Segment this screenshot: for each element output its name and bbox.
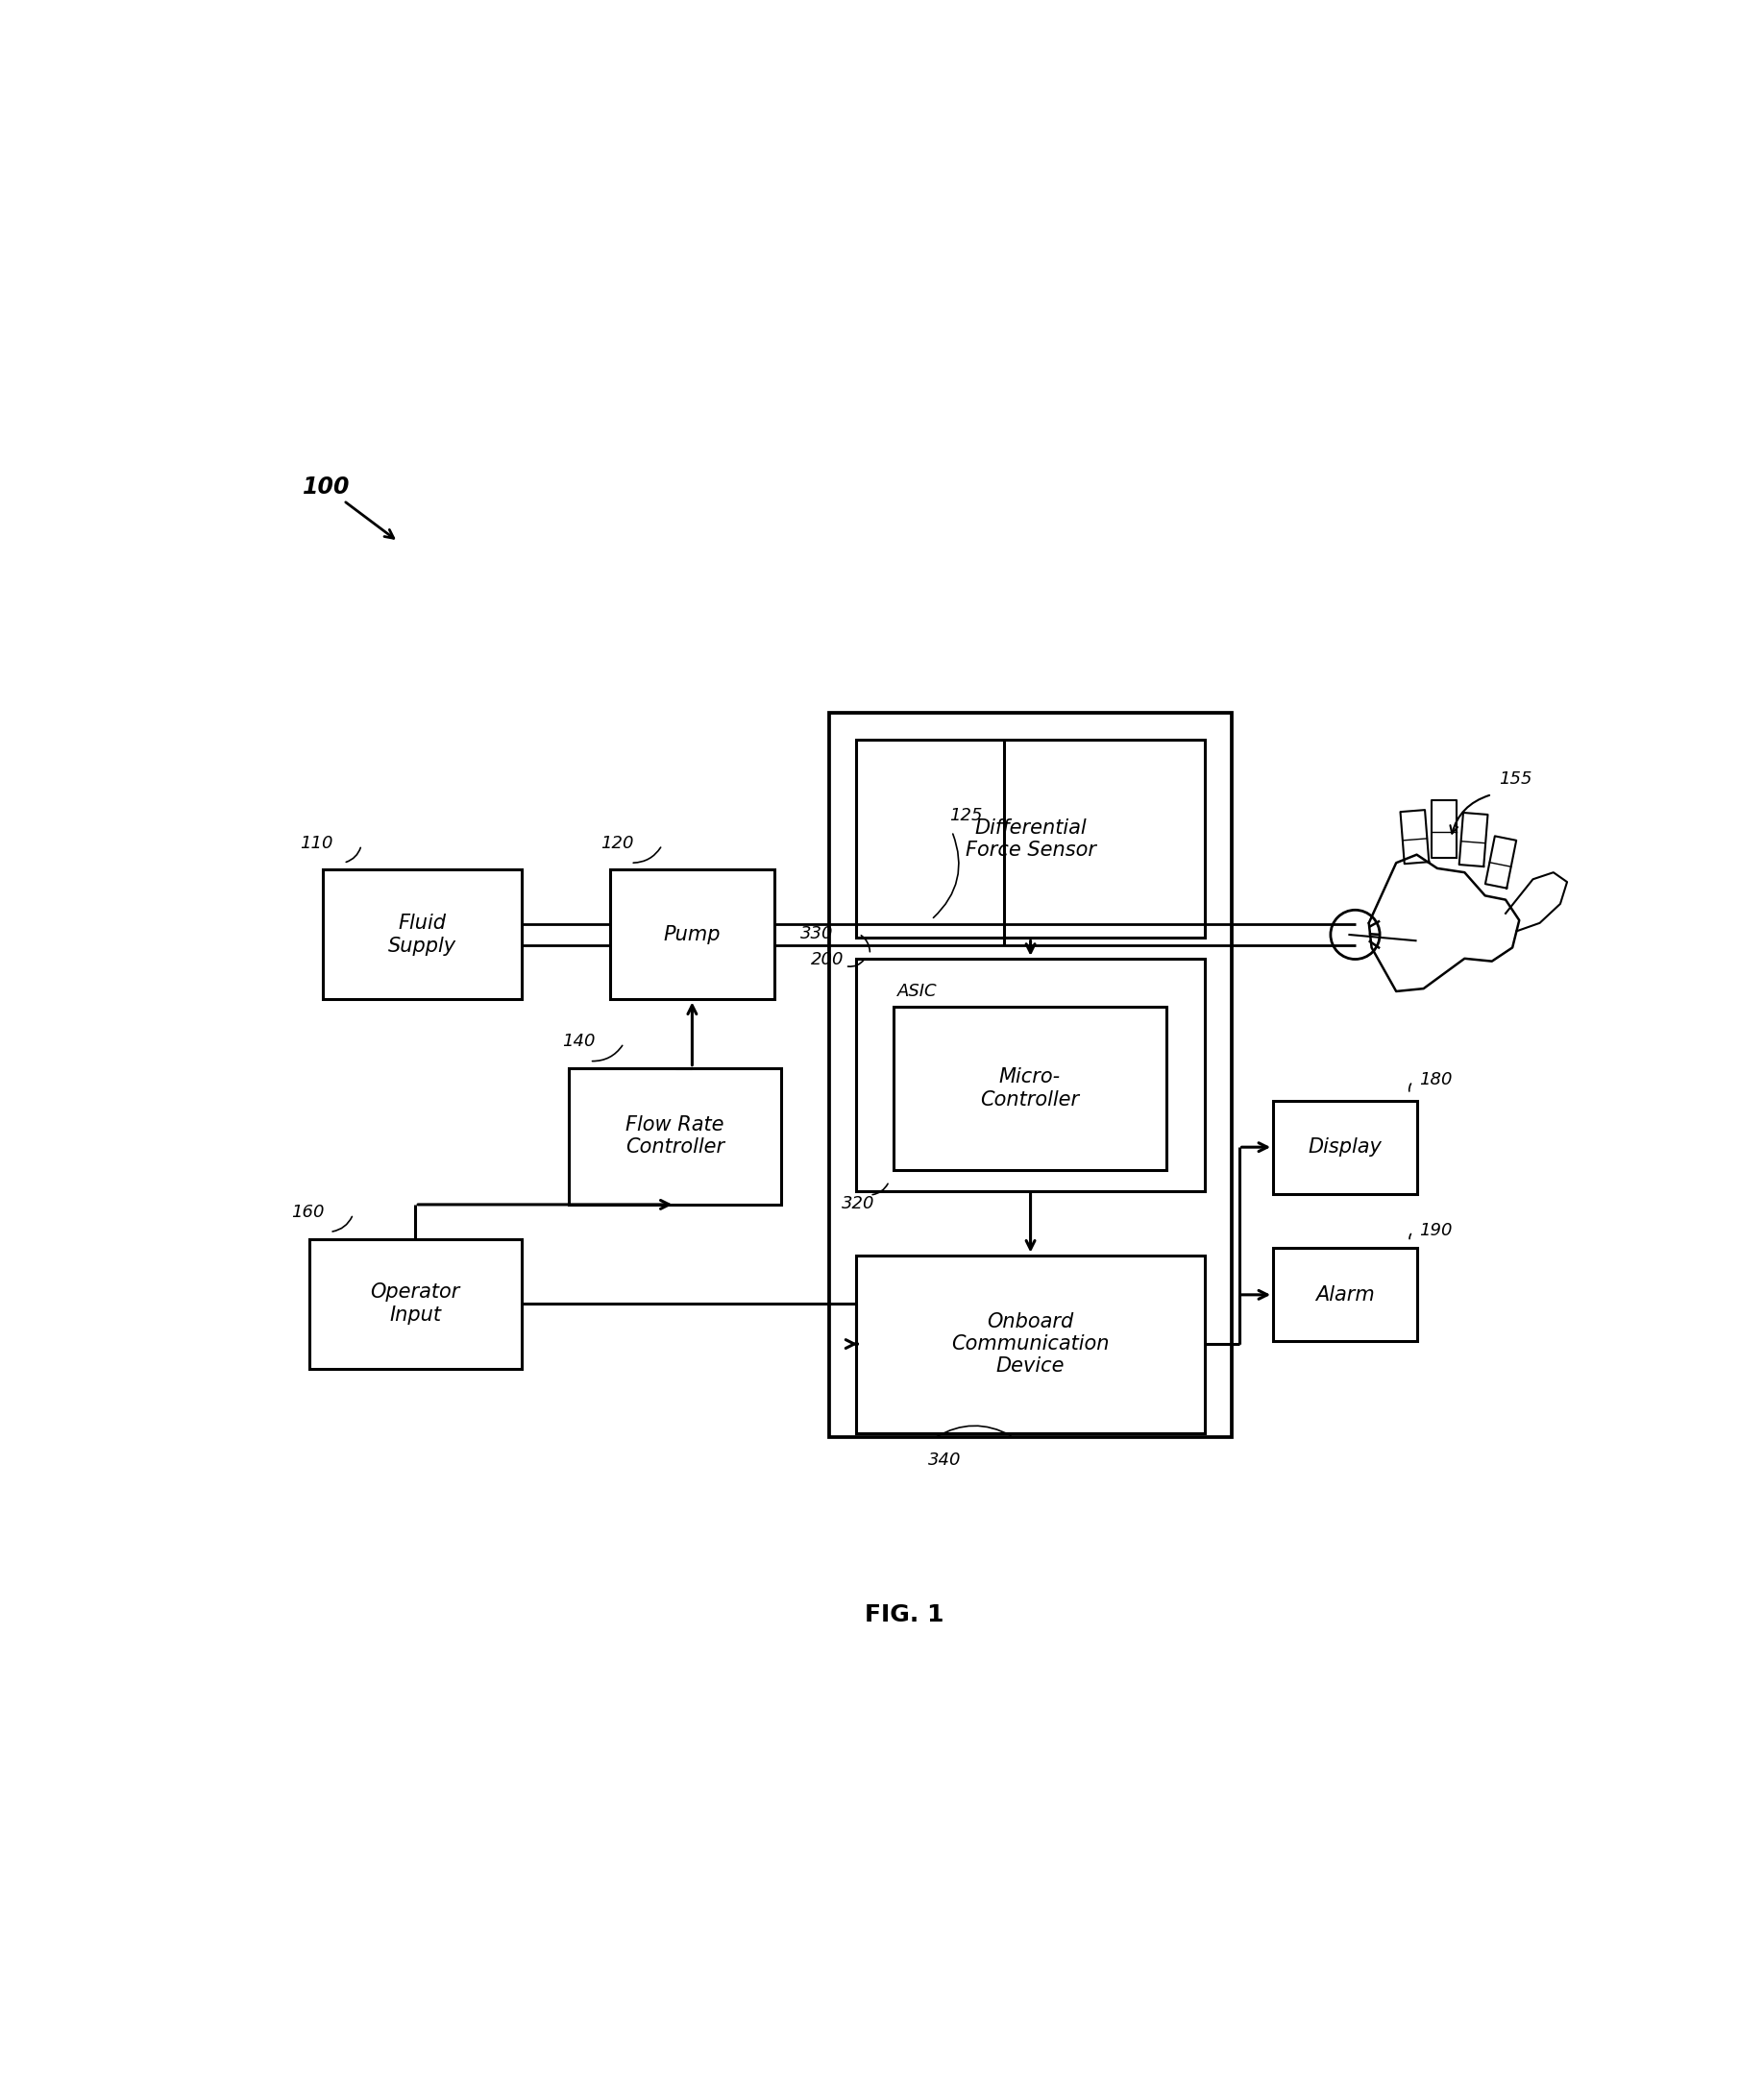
Text: 110: 110 (300, 834, 333, 852)
Text: ASIC: ASIC (898, 983, 937, 1000)
FancyBboxPatch shape (893, 1006, 1166, 1170)
Text: 120: 120 (600, 834, 633, 852)
FancyBboxPatch shape (856, 958, 1205, 1190)
Text: FIG. 1: FIG. 1 (864, 1603, 944, 1626)
FancyBboxPatch shape (856, 1255, 1205, 1433)
Text: Fluid
Supply: Fluid Supply (388, 915, 457, 956)
FancyBboxPatch shape (323, 869, 522, 1000)
Text: 140: 140 (563, 1033, 596, 1049)
Text: Onboard
Communication
Device: Onboard Communication Device (951, 1313, 1110, 1375)
Text: 180: 180 (1420, 1070, 1452, 1089)
Text: 330: 330 (801, 925, 833, 942)
Text: 320: 320 (841, 1195, 875, 1213)
Text: Display: Display (1309, 1137, 1381, 1157)
FancyBboxPatch shape (1274, 1249, 1416, 1342)
Text: 100: 100 (303, 475, 349, 498)
FancyBboxPatch shape (856, 740, 1205, 937)
Text: Operator
Input: Operator Input (370, 1284, 460, 1325)
Text: 340: 340 (928, 1452, 961, 1468)
Text: Pump: Pump (663, 925, 721, 944)
FancyBboxPatch shape (309, 1238, 522, 1369)
FancyBboxPatch shape (1274, 1101, 1416, 1195)
Text: 155: 155 (1499, 769, 1531, 788)
Text: 125: 125 (949, 807, 983, 825)
FancyBboxPatch shape (570, 1068, 781, 1205)
Text: 190: 190 (1420, 1222, 1452, 1238)
Text: 200: 200 (811, 950, 845, 969)
FancyBboxPatch shape (610, 869, 774, 1000)
Text: 160: 160 (291, 1203, 325, 1222)
Text: Alarm: Alarm (1316, 1286, 1374, 1305)
Text: Flow Rate
Controller: Flow Rate Controller (626, 1116, 725, 1157)
Text: Differential
Force Sensor: Differential Force Sensor (965, 817, 1095, 859)
FancyBboxPatch shape (829, 713, 1233, 1437)
Text: Micro-
Controller: Micro- Controller (981, 1068, 1080, 1110)
